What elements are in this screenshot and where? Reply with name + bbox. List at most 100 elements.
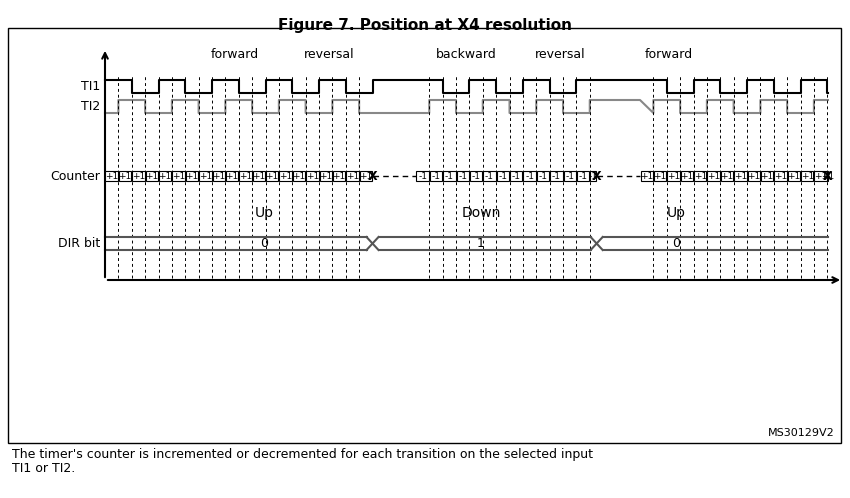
Text: -1: -1 — [458, 171, 468, 180]
Bar — [470, 171, 482, 181]
Bar — [721, 171, 734, 181]
Text: -1: -1 — [565, 171, 575, 180]
Text: +1: +1 — [360, 171, 372, 180]
Text: +1: +1 — [306, 171, 319, 180]
Bar — [801, 171, 813, 181]
Text: +1: +1 — [787, 171, 801, 180]
Bar — [564, 171, 576, 181]
Text: +1: +1 — [680, 171, 694, 180]
Text: -1: -1 — [512, 171, 521, 180]
Bar — [8, 28, 841, 443]
Bar — [226, 171, 238, 181]
Text: X: X — [823, 169, 833, 182]
Text: MS30129V2: MS30129V2 — [768, 428, 835, 438]
Bar — [654, 171, 666, 181]
Bar — [199, 171, 212, 181]
Bar — [360, 171, 372, 181]
Text: +1: +1 — [279, 171, 292, 180]
Bar — [694, 171, 706, 181]
Bar — [443, 171, 456, 181]
Text: +1: +1 — [761, 171, 774, 180]
Bar — [333, 171, 345, 181]
Text: +1: +1 — [720, 171, 734, 180]
Text: -1: -1 — [485, 171, 494, 180]
Text: 0: 0 — [260, 237, 268, 250]
Text: Figure 7. Position at X4 resolution: Figure 7. Position at X4 resolution — [278, 18, 572, 33]
Text: reversal: reversal — [536, 48, 586, 61]
Text: forward: forward — [645, 48, 693, 61]
Text: X: X — [592, 169, 602, 182]
Bar — [280, 171, 292, 181]
Text: +1: +1 — [145, 171, 158, 180]
Bar — [239, 171, 252, 181]
Bar — [292, 171, 305, 181]
Text: 0: 0 — [672, 237, 680, 250]
Text: -1: -1 — [445, 171, 454, 180]
Text: +1: +1 — [265, 171, 279, 180]
Text: +1: +1 — [132, 171, 145, 180]
Text: +1: +1 — [640, 171, 654, 180]
Bar — [814, 171, 827, 181]
Bar — [510, 171, 523, 181]
Text: +1: +1 — [212, 171, 225, 180]
Text: +1: +1 — [654, 171, 666, 180]
Text: +1: +1 — [118, 171, 132, 180]
Text: +1: +1 — [225, 171, 239, 180]
Bar — [252, 171, 265, 181]
Text: +1: +1 — [801, 171, 813, 180]
Bar — [306, 171, 319, 181]
Bar — [186, 171, 198, 181]
Bar — [159, 171, 172, 181]
Bar — [536, 171, 549, 181]
Text: forward: forward — [211, 48, 259, 61]
Text: TI2: TI2 — [81, 100, 100, 113]
Text: reversal: reversal — [303, 48, 354, 61]
Text: +1: +1 — [774, 171, 787, 180]
Text: +1: +1 — [346, 171, 359, 180]
Text: -1: -1 — [552, 171, 561, 180]
Text: TI1: TI1 — [81, 80, 100, 93]
Text: +1: +1 — [185, 171, 199, 180]
Bar — [524, 171, 536, 181]
Bar — [416, 171, 428, 181]
Text: +1: +1 — [694, 171, 707, 180]
Text: 1: 1 — [477, 237, 484, 250]
Bar — [212, 171, 225, 181]
Bar — [774, 171, 786, 181]
Text: -1: -1 — [498, 171, 507, 180]
Bar — [641, 171, 653, 181]
Bar — [734, 171, 746, 181]
Text: DIR bit: DIR bit — [58, 237, 100, 250]
Text: +1: +1 — [199, 171, 212, 180]
Bar — [747, 171, 760, 181]
Text: +1: +1 — [814, 171, 827, 180]
Text: +1: +1 — [292, 171, 305, 180]
Bar — [133, 171, 144, 181]
Bar — [105, 171, 118, 181]
Text: +1: +1 — [747, 171, 761, 180]
Bar — [788, 171, 800, 181]
Bar — [550, 171, 563, 181]
Bar — [430, 171, 442, 181]
Text: +1: +1 — [172, 171, 185, 180]
Bar — [496, 171, 509, 181]
Text: -1: -1 — [472, 171, 480, 180]
Text: +1: +1 — [332, 171, 346, 180]
Text: +1: +1 — [821, 171, 834, 180]
Bar — [590, 171, 596, 181]
Text: Counter: Counter — [50, 169, 100, 182]
Bar — [707, 171, 720, 181]
Text: -1: -1 — [418, 171, 427, 180]
Text: +1: +1 — [239, 171, 252, 180]
Text: TI1 or TI2.: TI1 or TI2. — [12, 462, 76, 475]
Bar — [119, 171, 131, 181]
Bar — [346, 171, 359, 181]
Text: +1: +1 — [734, 171, 747, 180]
Bar — [456, 171, 469, 181]
Text: -1: -1 — [589, 171, 598, 180]
Text: Down: Down — [462, 206, 501, 220]
Text: X: X — [368, 169, 377, 182]
Bar — [145, 171, 158, 181]
Text: -1: -1 — [432, 171, 440, 180]
Text: -1: -1 — [525, 171, 534, 180]
